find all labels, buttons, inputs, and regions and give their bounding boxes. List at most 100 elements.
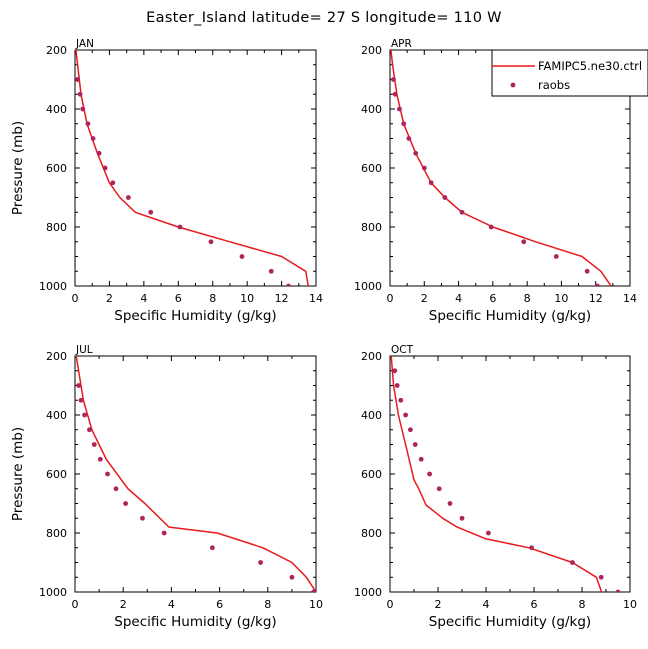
x-tick-label: 2	[435, 598, 442, 611]
raob-point	[488, 224, 494, 230]
raob-point	[486, 530, 491, 536]
x-tick-label: 8	[524, 292, 531, 305]
x-tick-label: 4	[483, 598, 490, 611]
y-tick-label: 1000	[354, 280, 382, 293]
x-tick-label: 10	[554, 292, 568, 305]
raob-point	[598, 574, 604, 580]
raob-point	[148, 209, 154, 215]
x-tick-label: 4	[140, 292, 147, 305]
x-tick-label: 0	[387, 292, 394, 305]
x-tick-label: 6	[175, 292, 182, 305]
data-layer	[390, 50, 612, 286]
model-line-jan	[75, 50, 310, 286]
raob-point	[161, 530, 167, 536]
raob-point	[398, 397, 404, 403]
x-tick-label: 4	[455, 292, 462, 305]
raob-point	[442, 195, 448, 200]
x-tick-label: 10	[623, 598, 637, 611]
y-tick-label: 1000	[354, 586, 382, 599]
y-axis-label: Pressure (mb)	[10, 427, 26, 521]
raob-point	[87, 427, 92, 433]
legend: FAMIPC5.ne30.ctrl raobs	[491, 49, 648, 97]
raob-point	[418, 456, 424, 462]
raob-point	[177, 224, 183, 230]
raob-point	[391, 77, 396, 82]
raob-point	[209, 545, 215, 551]
raob-point	[239, 254, 245, 259]
raob-point	[96, 150, 102, 156]
x-tick-label: 0	[72, 598, 79, 611]
plot-frame	[389, 355, 631, 593]
panel-label: JAN	[75, 38, 94, 50]
raob-point	[80, 106, 86, 112]
y-tick-label: 200	[46, 350, 67, 363]
panel-oct: 0 2 4 6 8 10 200 400 600 800 1000 OCT Specific Humid…	[354, 344, 637, 630]
panel-label: OCT	[391, 344, 414, 356]
raob-point	[428, 180, 434, 186]
panel-label: JUL	[75, 344, 93, 356]
model-line-jul	[75, 356, 316, 592]
raob-point	[412, 442, 418, 447]
y-tick-label: 800	[361, 527, 382, 540]
panel-apr: 0 2 4 6 8 10 12 14 200 400 600 800 1000 APR Specific H…	[354, 38, 637, 324]
x-tick-label: 0	[72, 292, 79, 305]
x-tick-label: 10	[240, 292, 254, 305]
raob-point	[529, 545, 534, 551]
y-tick-label: 400	[46, 409, 67, 422]
y-tick-label: 800	[46, 527, 67, 540]
raob-point	[289, 574, 295, 580]
y-tick-label: 200	[361, 44, 382, 57]
raob-point	[392, 91, 398, 97]
raob-point	[91, 442, 97, 447]
y-tick-label: 400	[46, 103, 67, 116]
x-tick-label: 6	[531, 598, 538, 611]
y-tick-label: 400	[361, 103, 382, 116]
y-tick-label: 600	[46, 468, 67, 481]
y-tick-label: 600	[361, 162, 382, 175]
raob-point	[408, 427, 413, 433]
legend-label-model: FAMIPC5.ne30.ctrl	[538, 59, 642, 73]
data-layer	[75, 50, 310, 286]
raob-point	[75, 77, 80, 82]
raob-point	[97, 456, 103, 462]
raob-point	[553, 254, 559, 259]
raob-point	[436, 486, 442, 492]
y-axis-label: Pressure (mb)	[10, 121, 26, 215]
raob-point	[90, 136, 96, 141]
x-tick-label: 2	[106, 292, 113, 305]
raob-point	[570, 560, 575, 565]
y-tick-label: 200	[46, 44, 67, 57]
x-tick-label: 14	[309, 292, 323, 305]
x-tick-label: 0	[387, 598, 394, 611]
x-tick-label: 6	[489, 292, 496, 305]
y-tick-label: 1000	[39, 280, 67, 293]
panel-jul: 0 2 4 6 8 10 200 400 600 800 1000 JUL Specific Humid…	[10, 344, 323, 630]
panel-jan: 0 2 4 6 8 10 12 14 200 400 600 800 1000 JAN Specific H…	[10, 38, 323, 324]
x-tick-label: 12	[589, 292, 603, 305]
raob-point	[406, 136, 412, 141]
raob-point	[427, 471, 432, 477]
y-tick-label: 1000	[39, 586, 67, 599]
y-tick-label: 800	[361, 221, 382, 234]
raob-point	[447, 501, 453, 506]
raob-point	[403, 412, 408, 418]
raob-point	[76, 383, 82, 388]
x-tick-label: 10	[309, 598, 323, 611]
legend-marker-swatch	[510, 82, 516, 88]
raob-point	[110, 180, 116, 186]
plot-frame	[74, 49, 317, 287]
x-tick-label: 4	[168, 598, 175, 611]
raob-point	[123, 501, 129, 506]
raob-point	[125, 195, 131, 200]
data-layer	[75, 356, 316, 592]
raob-point	[595, 283, 600, 286]
legend-box	[491, 49, 648, 97]
raob-point	[459, 515, 465, 521]
legend-label-obs: raobs	[538, 78, 570, 92]
raob-point	[78, 397, 84, 403]
raob-point	[208, 239, 214, 245]
y-tick-label: 800	[46, 221, 67, 234]
raob-point	[268, 268, 274, 274]
raob-point	[394, 383, 400, 388]
